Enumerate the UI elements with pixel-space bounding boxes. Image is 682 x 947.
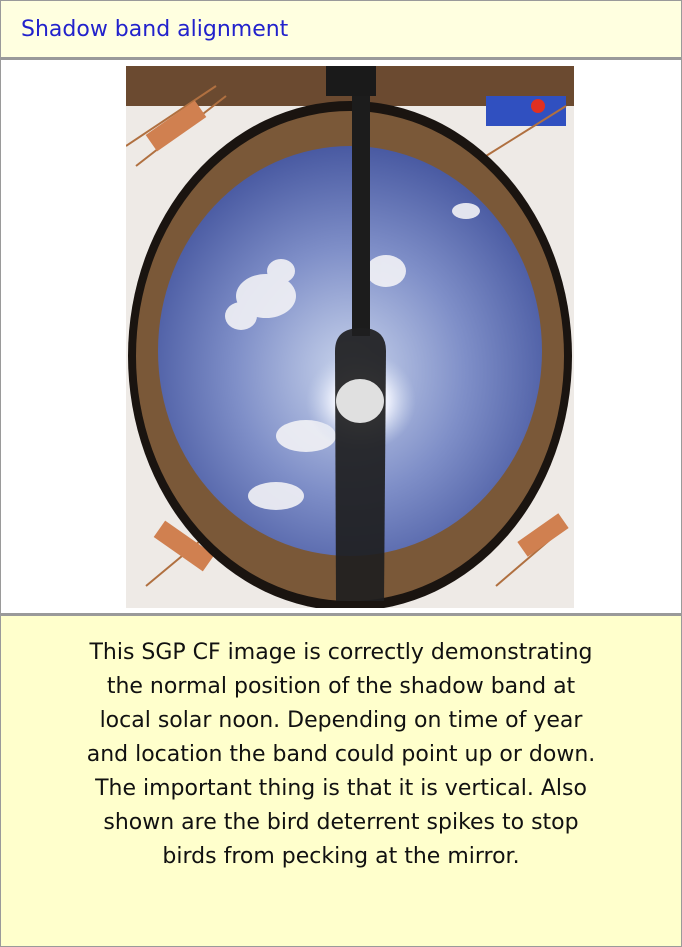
caption-line: local solar noon. Depending on time of y…: [1, 704, 681, 738]
caption-line: the normal position of the shadow band a…: [1, 670, 681, 704]
caption-line: This SGP CF image is correctly demonstra…: [1, 636, 681, 670]
caption-line: and location the band could point up or …: [1, 738, 681, 772]
caption-line: birds from pecking at the mirror.: [1, 840, 681, 874]
caption-line: The important thing is that it is vertic…: [1, 772, 681, 806]
page: {"header": {"title": "Shadow band alignm…: [0, 0, 682, 947]
header: Shadow band alignment: [1, 1, 681, 60]
header-title: Shadow band alignment: [21, 17, 288, 42]
caption-line: shown are the bird deterrent spikes to s…: [1, 806, 681, 840]
panel: Shadow band alignment: [0, 0, 682, 947]
sky-image: [126, 66, 574, 608]
image-cell: [1, 60, 681, 616]
caption-cell: This SGP CF image is correctly demonstra…: [1, 616, 681, 946]
caption: This SGP CF image is correctly demonstra…: [1, 636, 681, 874]
